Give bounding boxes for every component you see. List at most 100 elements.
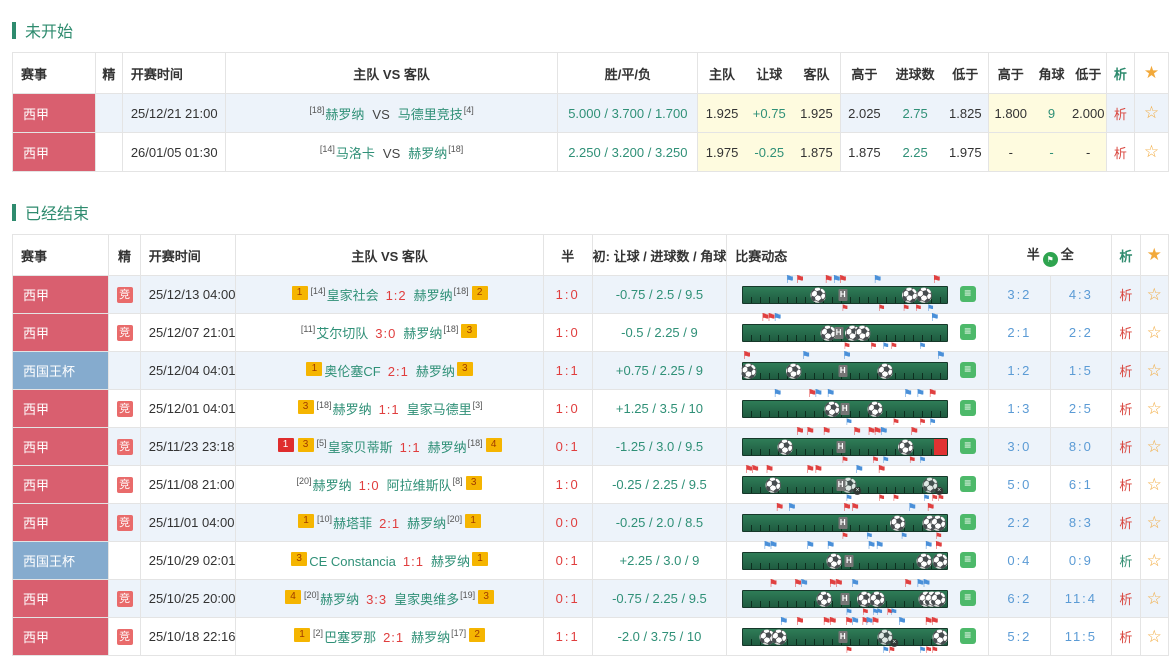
- stats-icon[interactable]: ≡: [959, 476, 976, 492]
- corner-half-score[interactable]: 3:2: [1007, 287, 1032, 302]
- corner-flag-icon: ⚑: [805, 426, 815, 438]
- star-outline-icon[interactable]: ☆: [1143, 103, 1160, 122]
- event-flag-icon: ⚑: [918, 341, 927, 351]
- initial-lines: +2.25 / 3.0 / 9: [591, 541, 727, 580]
- away-team-link[interactable]: 赫罗纳: [407, 516, 447, 531]
- home-team-link[interactable]: 赫罗纳: [332, 402, 372, 417]
- star-outline-icon[interactable]: ☆: [1146, 360, 1162, 380]
- corner-flag-icon: ⚑: [821, 616, 832, 628]
- star-outline-icon[interactable]: ☆: [1146, 322, 1162, 342]
- star-outline-icon[interactable]: ☆: [1146, 398, 1162, 418]
- analysis-link[interactable]: 析: [1119, 326, 1133, 341]
- stats-icon[interactable]: ≡: [959, 362, 976, 378]
- corner-half-score[interactable]: 2:1: [1007, 325, 1032, 340]
- away-team-link[interactable]: 赫罗纳: [408, 145, 448, 161]
- corner-full-score[interactable]: 2:2: [1068, 325, 1093, 340]
- corner-full-score[interactable]: 0:9: [1068, 553, 1093, 568]
- home-team-link[interactable]: 奥伦塞CF: [324, 364, 381, 379]
- corner-full-score[interactable]: 11:5: [1064, 629, 1098, 644]
- corner-full-score[interactable]: 6:1: [1068, 477, 1093, 492]
- analysis-link[interactable]: 析: [1119, 478, 1133, 493]
- corner-half-score[interactable]: 1:3: [1007, 401, 1032, 416]
- stats-icon[interactable]: ≡: [959, 438, 976, 454]
- analysis-link[interactable]: 析: [1119, 364, 1133, 379]
- corner-flag-icon: ⚑: [929, 616, 940, 628]
- corner-half-score[interactable]: 3:0: [1007, 439, 1032, 454]
- corner-flag-icon: ⚑: [935, 350, 946, 362]
- home-rank: [2]: [313, 628, 324, 638]
- star-outline-icon[interactable]: ☆: [1143, 142, 1160, 161]
- corner-half-score[interactable]: 5:2: [1007, 629, 1032, 644]
- event-flag-icon: ⚑: [899, 531, 908, 541]
- analysis-link[interactable]: 析: [1119, 554, 1133, 569]
- home-team-link[interactable]: 赫罗纳: [325, 106, 365, 122]
- analysis-link[interactable]: 析: [1119, 402, 1133, 417]
- corner-full-cell: 11:4: [1049, 579, 1112, 618]
- col-away-odds: 客队: [792, 52, 841, 94]
- corner-full-score[interactable]: 8:0: [1068, 439, 1093, 454]
- analysis-link[interactable]: 析: [1113, 145, 1127, 161]
- home-team-link[interactable]: 艾尔切队: [316, 326, 369, 341]
- star-outline-icon[interactable]: ☆: [1146, 550, 1162, 570]
- corner-half-score[interactable]: 0:4: [1007, 553, 1032, 568]
- corner-half-score[interactable]: 5:0: [1007, 477, 1032, 492]
- kickoff-time: 25/11/01 04:00: [139, 503, 236, 542]
- corner-full-score[interactable]: 2:5: [1068, 401, 1093, 416]
- corner-half-score[interactable]: 6:2: [1007, 591, 1032, 606]
- corner-full-score[interactable]: 11:4: [1064, 591, 1098, 606]
- corner-full-score[interactable]: 8:3: [1068, 515, 1093, 530]
- final-score: 1:1: [402, 554, 424, 569]
- away-team-link[interactable]: 赫罗纳: [427, 440, 467, 455]
- home-team-link[interactable]: 赫罗纳: [312, 478, 352, 493]
- col-goals: 进球数: [887, 52, 943, 94]
- star-outline-icon[interactable]: ☆: [1146, 626, 1162, 646]
- corner-full-score[interactable]: 1:5: [1068, 363, 1093, 378]
- corner-half-score[interactable]: 2:2: [1007, 515, 1032, 530]
- away-team-link[interactable]: 阿拉维斯队: [386, 478, 452, 493]
- away-team-link[interactable]: 赫罗纳: [411, 630, 451, 645]
- home-team-link[interactable]: 皇家社会: [326, 288, 379, 303]
- home-team-link[interactable]: 马洛卡: [335, 145, 375, 161]
- goal-ball-icon: ⚽: [917, 591, 936, 607]
- away-team-link[interactable]: 皇家马德里: [406, 402, 472, 417]
- league-badge: 西甲: [12, 313, 109, 352]
- analysis-link[interactable]: 析: [1113, 106, 1127, 122]
- stats-icon[interactable]: ≡: [959, 400, 976, 416]
- corner-full-score[interactable]: 4:3: [1068, 287, 1093, 302]
- star-outline-icon[interactable]: ☆: [1146, 512, 1162, 532]
- star-outline-icon[interactable]: ☆: [1146, 474, 1162, 494]
- analysis-link[interactable]: 析: [1119, 440, 1133, 455]
- stats-icon[interactable]: ≡: [959, 286, 976, 302]
- featured-cell: 竞: [108, 579, 141, 618]
- stats-icon[interactable]: ≡: [959, 590, 976, 606]
- corner-half-score[interactable]: 1:2: [1007, 363, 1032, 378]
- star-outline-icon[interactable]: ☆: [1146, 588, 1162, 608]
- home-team-link[interactable]: 赫罗纳: [320, 592, 360, 607]
- corner-full-cell: 8:0: [1049, 427, 1112, 466]
- home-team-link[interactable]: 皇家贝蒂斯: [327, 440, 393, 455]
- stats-icon[interactable]: ≡: [959, 552, 976, 568]
- away-team-link[interactable]: 皇家奥维多: [394, 592, 460, 607]
- event-flag-icon: ⚑: [865, 531, 874, 541]
- away-team-link[interactable]: 赫罗纳: [431, 554, 471, 569]
- analysis-link[interactable]: 析: [1119, 630, 1133, 645]
- home-team-link[interactable]: 赫塔菲: [333, 516, 373, 531]
- stats-icon[interactable]: ≡: [959, 324, 976, 340]
- corner-half-cell: 3:2: [988, 275, 1051, 314]
- corner-flag-icon: ⚑: [813, 464, 824, 476]
- home-team-link[interactable]: 巴塞罗那: [324, 630, 377, 645]
- stats-icon[interactable]: ≡: [959, 514, 976, 530]
- analysis-link[interactable]: 析: [1119, 288, 1133, 303]
- star-outline-icon[interactable]: ☆: [1146, 436, 1162, 456]
- stats-icon[interactable]: ≡: [959, 628, 976, 644]
- star-outline-icon[interactable]: ☆: [1146, 284, 1162, 304]
- away-team-link[interactable]: 赫罗纳: [415, 364, 455, 379]
- analysis-link[interactable]: 析: [1119, 516, 1133, 531]
- home-team-link[interactable]: CE Constancia: [309, 554, 396, 569]
- away-team-link[interactable]: 赫罗纳: [403, 326, 443, 341]
- goals-under-odd: 1.825: [942, 93, 989, 133]
- analysis-link[interactable]: 析: [1119, 592, 1133, 607]
- away-team-link[interactable]: 赫罗纳: [413, 288, 453, 303]
- away-team-link[interactable]: 马德里竞技: [397, 106, 463, 122]
- corner-flag-icon: ⚑: [778, 616, 789, 628]
